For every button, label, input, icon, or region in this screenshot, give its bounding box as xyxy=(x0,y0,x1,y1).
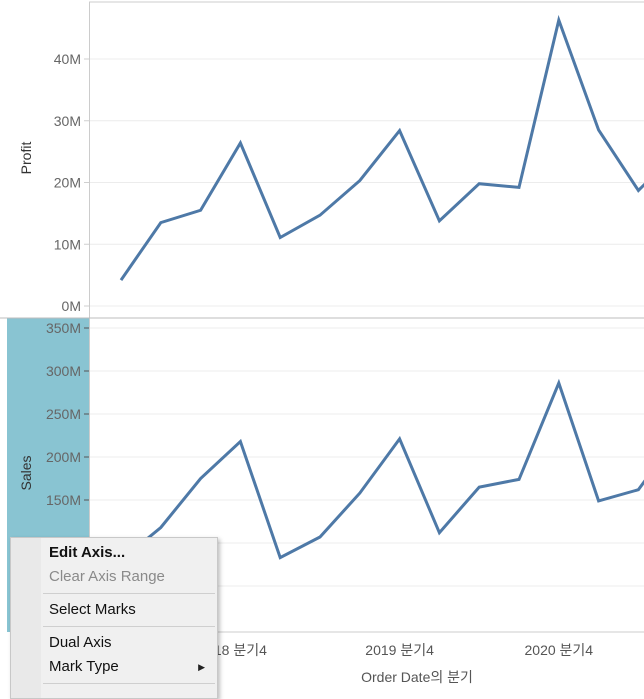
context-menu-gutter xyxy=(11,538,41,698)
profit-series-line[interactable] xyxy=(119,14,644,281)
menu-separator xyxy=(43,593,215,594)
sales-tick-label: 350M xyxy=(46,320,81,336)
dual-axis-menu-item[interactable]: Dual Axis xyxy=(49,634,112,651)
profit-tick-label: 10M xyxy=(54,236,81,252)
select-marks-menu-item[interactable]: Select Marks xyxy=(49,601,136,618)
profit-tick-label: 30M xyxy=(54,113,81,129)
profit-tick-label: 40M xyxy=(54,51,81,67)
x-tick-label: 2019 분기4 xyxy=(365,642,434,658)
clear-axis-range-menu-item[interactable]: Clear Axis Range xyxy=(49,568,165,585)
sales-tick-label: 200M xyxy=(46,449,81,465)
sales-tick-label: 300M xyxy=(46,363,81,379)
sales-tick-label: 150M xyxy=(46,492,81,508)
profit-axis-title[interactable]: Profit xyxy=(18,142,34,175)
x-tick-label: 18 분기4 xyxy=(214,642,267,658)
edit-axis-menu-item[interactable]: Edit Axis... xyxy=(49,544,126,561)
submenu-arrow-icon: ▶ xyxy=(198,662,205,672)
context-menu: Edit Axis... Clear Axis Range Select Mar… xyxy=(10,537,218,699)
menu-separator xyxy=(43,683,215,684)
sales-tick-label: 250M xyxy=(46,406,81,422)
mark-type-label: Mark Type xyxy=(49,658,119,675)
menu-separator xyxy=(43,626,215,627)
x-tick-label: 2020 분기4 xyxy=(525,642,594,658)
profit-tick-label: 0M xyxy=(62,298,81,314)
sales-axis-title[interactable]: Sales xyxy=(18,455,34,490)
x-axis-title[interactable]: Order Date의 분기 xyxy=(361,669,473,685)
profit-tick-label: 20M xyxy=(54,175,81,191)
sales-series-line[interactable] xyxy=(120,378,644,562)
mark-type-menu-item[interactable]: Mark Type ▶ xyxy=(49,656,209,678)
profit-pane[interactable]: 0M 10M 20M 30M 40M xyxy=(54,14,644,314)
